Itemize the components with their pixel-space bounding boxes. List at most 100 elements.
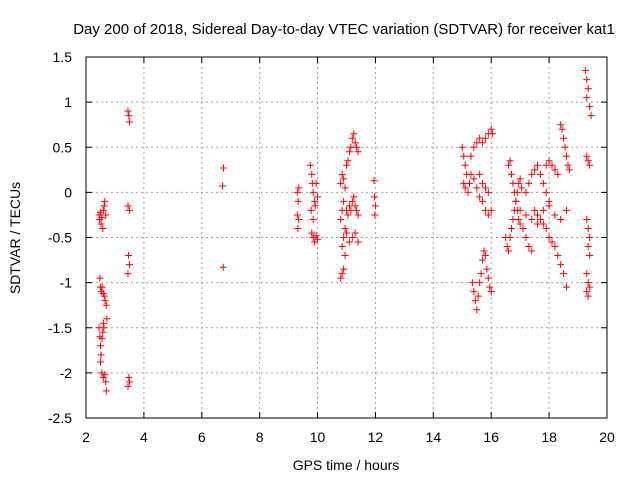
data-point <box>536 170 544 178</box>
data-point <box>545 202 553 210</box>
data-point <box>528 247 536 255</box>
data-point <box>219 263 227 271</box>
data-point <box>308 229 316 237</box>
data-point <box>510 188 518 196</box>
y-tick-label: -0.5 <box>48 230 72 246</box>
data-point <box>102 301 110 309</box>
data-point <box>506 234 514 241</box>
data-point <box>345 148 353 156</box>
data-point <box>341 252 349 260</box>
data-point <box>518 184 526 192</box>
data-point <box>337 215 345 223</box>
data-point <box>505 247 513 255</box>
data-point <box>341 224 349 232</box>
x-tick-label: 16 <box>483 429 499 445</box>
data-point <box>470 143 478 151</box>
data-point <box>542 224 550 232</box>
data-point <box>587 112 595 120</box>
data-point <box>557 215 565 223</box>
x-tick-label: 14 <box>426 429 442 445</box>
data-point <box>545 234 553 241</box>
data-point <box>564 161 572 169</box>
data-point <box>551 243 559 251</box>
data-point <box>100 324 108 332</box>
data-point <box>102 211 110 219</box>
data-point <box>519 224 527 232</box>
data-point <box>103 315 111 323</box>
data-point <box>483 265 491 273</box>
chart-title: Day 200 of 2018, Sidereal Day-to-day VTE… <box>73 21 615 38</box>
data-point <box>467 152 475 160</box>
data-point <box>460 152 468 160</box>
data-point <box>370 177 378 185</box>
data-point <box>344 211 352 219</box>
data-point <box>531 166 539 174</box>
data-point <box>348 234 356 241</box>
data-point <box>96 358 104 366</box>
data-point <box>528 215 536 223</box>
data-point <box>353 206 361 214</box>
data-point <box>487 206 495 214</box>
data-point <box>464 188 472 196</box>
data-point <box>584 85 592 93</box>
data-point <box>308 170 316 178</box>
data-point <box>561 143 569 151</box>
data-point <box>294 224 302 232</box>
data-point <box>467 170 475 178</box>
data-point <box>557 121 565 129</box>
y-tick-label: -2 <box>60 365 73 381</box>
data-point <box>125 373 133 381</box>
data-point <box>350 193 358 201</box>
data-point <box>584 292 592 300</box>
data-points <box>95 67 595 395</box>
x-tick-label: 10 <box>310 429 326 445</box>
data-point <box>97 220 105 228</box>
data-point <box>583 215 591 223</box>
data-point <box>551 211 559 219</box>
data-point <box>311 197 319 205</box>
data-point <box>584 157 592 165</box>
data-point <box>528 170 536 178</box>
data-point <box>354 238 362 246</box>
data-point <box>470 288 478 296</box>
data-point <box>295 184 303 192</box>
data-point <box>340 197 348 205</box>
data-point <box>466 179 474 187</box>
data-point <box>522 234 530 241</box>
data-point <box>343 161 350 169</box>
data-point <box>515 215 523 223</box>
data-point <box>516 206 524 214</box>
data-point <box>338 243 346 251</box>
y-tick-label: 0 <box>64 184 72 200</box>
data-point <box>586 252 594 260</box>
data-point <box>99 224 107 232</box>
data-point <box>311 202 319 210</box>
data-point <box>516 175 524 183</box>
data-point <box>539 179 547 187</box>
data-point <box>584 243 592 251</box>
data-point <box>473 184 481 192</box>
data-point <box>525 179 533 187</box>
data-point <box>583 288 591 296</box>
data-point <box>338 270 346 278</box>
data-point <box>525 243 533 251</box>
data-point <box>505 161 513 169</box>
data-point <box>350 130 358 138</box>
data-point <box>534 161 542 169</box>
data-point <box>586 234 594 241</box>
data-point <box>586 161 594 169</box>
data-point <box>314 235 322 243</box>
data-point <box>293 188 301 196</box>
data-point <box>351 229 359 237</box>
data-point <box>583 270 591 278</box>
axis-ticks: 2 4 6 8 10 12 14 16 18 20 -2.5 -2 -1.5 -1 -0.5 0 0.5 1 1.5 <box>48 49 615 445</box>
data-point <box>96 342 104 350</box>
data-point <box>481 184 489 192</box>
data-point <box>545 157 553 165</box>
data-point <box>477 270 485 278</box>
data-point <box>554 170 562 178</box>
data-point <box>99 319 107 327</box>
x-tick-label: 4 <box>140 429 148 445</box>
data-point <box>481 134 489 142</box>
y-axis-label: SDTVAR / TECUs <box>7 182 23 294</box>
